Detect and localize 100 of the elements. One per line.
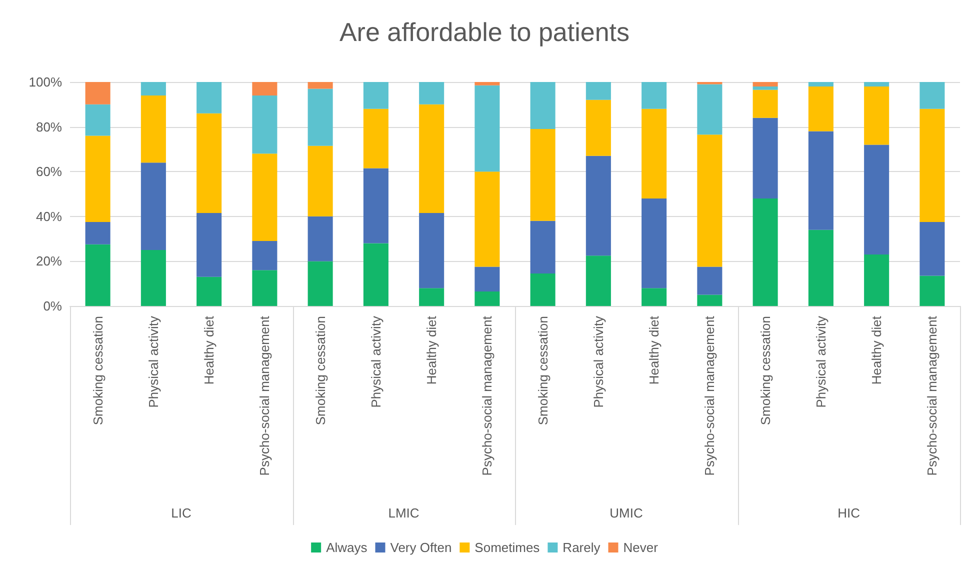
text: LIC (171, 506, 192, 520)
bar (752, 86, 778, 90)
x-tick-label: Physical activity (590, 316, 606, 408)
bar (85, 82, 110, 104)
bar (752, 90, 778, 118)
bar (530, 220, 556, 274)
x-tick-label: Healthy diet (202, 316, 217, 385)
bar (752, 82, 778, 86)
x-tick-label: Psycho-social management (257, 316, 272, 476)
bar (864, 144, 890, 254)
y-tick-label: 100% (28, 74, 62, 90)
bar (530, 82, 556, 130)
x-tick-label: Smoking cessation (758, 316, 773, 426)
bar (196, 113, 222, 214)
bar (530, 129, 556, 221)
bar (419, 104, 444, 214)
y-tick-label: 40% (36, 208, 62, 224)
bar (196, 82, 222, 114)
bar (474, 172, 500, 267)
x-tick-label: Healthy diet (646, 316, 662, 385)
text: HIC (838, 506, 860, 520)
x-tick-label: Smoking cessation (90, 316, 106, 426)
bar (697, 84, 722, 135)
bar (808, 86, 834, 132)
x-tick-label: Physical activity (813, 316, 828, 408)
bar (864, 254, 890, 306)
x-tick-label: Psycho-social management (480, 316, 495, 476)
bar (308, 261, 333, 306)
bar (920, 222, 945, 276)
bar (252, 154, 278, 242)
bar (196, 213, 222, 277)
bar (85, 104, 110, 136)
bar (642, 82, 667, 109)
bar (363, 108, 388, 168)
bar (140, 250, 166, 306)
x-tick-label: Smoking cessation (312, 316, 328, 426)
bar (252, 270, 278, 306)
bar (697, 294, 722, 306)
bar (252, 241, 278, 270)
bar (808, 131, 834, 230)
y-tick-label: 60% (36, 164, 62, 180)
x-tick-label: Psycho-social management (702, 316, 718, 476)
bar (363, 243, 388, 306)
bar (252, 95, 278, 154)
bar (140, 95, 166, 163)
bar (697, 266, 722, 295)
x-tick-label: Healthy diet (424, 316, 440, 385)
chart-title: Are affordable to patients (339, 17, 630, 47)
y-tick-label: 20% (36, 254, 62, 269)
x-tick-label: Physical activity (368, 316, 384, 408)
bar (642, 108, 667, 198)
bar (85, 244, 110, 306)
x-tick-label: Physical activity (146, 316, 161, 408)
bar (308, 82, 333, 89)
bar (252, 82, 278, 96)
bar (196, 276, 222, 306)
bar (864, 86, 890, 145)
text: UMIC (610, 506, 643, 520)
bar (474, 82, 500, 86)
bar (308, 146, 333, 216)
bar (752, 198, 778, 306)
bar (642, 198, 667, 288)
y-tick-label: 80% (36, 119, 62, 134)
bar (642, 288, 667, 306)
bar (920, 82, 945, 109)
legend-label: Very Often (390, 540, 452, 555)
bar (85, 222, 110, 244)
bar (474, 85, 500, 172)
bar (308, 216, 333, 262)
bar (419, 82, 444, 104)
bar (140, 82, 166, 96)
bar (586, 82, 611, 100)
legend-label: Never (623, 540, 659, 555)
x-tick-label: Smoking cessation (535, 316, 550, 426)
bar (586, 156, 611, 256)
bar (85, 136, 110, 222)
bar (697, 134, 722, 267)
bar (419, 288, 444, 306)
bar (474, 266, 500, 292)
bar (586, 100, 611, 156)
bar (140, 162, 166, 250)
bar (363, 168, 388, 244)
x-tick-label: Psycho-social management (924, 316, 940, 476)
bar (530, 274, 556, 306)
bar (419, 213, 444, 288)
bar (586, 256, 611, 306)
bar (808, 230, 834, 306)
bar (864, 82, 890, 86)
legend-label: Rarely (562, 540, 601, 555)
bar (920, 108, 945, 222)
bar (808, 82, 834, 86)
legend-label: Sometimes (474, 540, 540, 555)
x-tick-label: Healthy diet (869, 316, 884, 385)
y-tick-label: 0% (43, 298, 62, 314)
bar (474, 291, 500, 306)
text: LMIC (388, 506, 420, 520)
legend-label: Always (326, 540, 368, 555)
bar (920, 276, 945, 306)
bar (308, 88, 333, 146)
bar (752, 118, 778, 198)
